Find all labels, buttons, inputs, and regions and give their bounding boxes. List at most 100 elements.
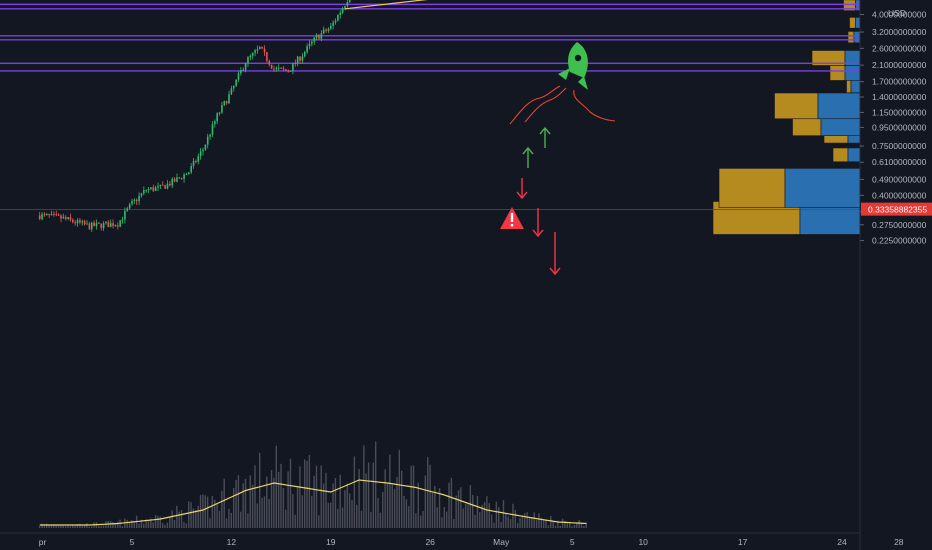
triangle-lower-line[interactable] <box>344 0 672 10</box>
candle-body <box>277 67 280 69</box>
rocket-fin-right <box>578 76 588 90</box>
volume-bar <box>516 523 519 528</box>
volume-bar <box>486 496 488 528</box>
volume-bar <box>169 516 171 528</box>
annotations[interactable] <box>500 42 616 276</box>
volume-bar <box>128 522 131 528</box>
volume-bar <box>498 507 500 528</box>
volume-bar <box>102 525 105 528</box>
volume-bar <box>315 465 318 528</box>
candle-body <box>60 215 62 219</box>
volume-bar <box>339 474 341 528</box>
volume-bar <box>79 523 81 528</box>
volume-bar <box>292 494 294 528</box>
candle-body <box>204 144 207 150</box>
arrow-down-long-head[interactable] <box>549 267 561 276</box>
price-tick-label: 1.4000000000 <box>872 92 927 102</box>
volume-bar <box>223 478 225 528</box>
volume-bar <box>202 494 204 528</box>
volume-bar <box>481 504 483 528</box>
volume-bar <box>126 519 128 528</box>
candle-body <box>287 70 289 72</box>
volume-bar <box>192 508 195 528</box>
volume-bar <box>379 512 382 528</box>
volume-bar <box>76 524 79 528</box>
arrow-up-long-head[interactable] <box>539 126 551 135</box>
volume-bar <box>422 510 424 528</box>
rocket-exhaust <box>573 89 616 122</box>
volume-bar <box>69 526 72 528</box>
candle-body <box>209 134 211 137</box>
volume-profile-up <box>844 65 861 81</box>
volume-bar <box>552 521 554 528</box>
candle-body <box>164 185 166 189</box>
volume-bar <box>183 522 185 528</box>
volume-bar <box>282 488 285 528</box>
rocket-exhaust <box>509 85 561 125</box>
candle-body <box>138 195 140 202</box>
volume-bar <box>583 525 585 528</box>
candle-body <box>294 62 297 64</box>
volume-bar <box>143 523 145 528</box>
candle-body <box>311 41 313 44</box>
candle-body <box>275 67 278 70</box>
candle-body <box>240 70 242 74</box>
candle-body <box>50 213 53 216</box>
volume-bar <box>453 519 455 528</box>
candle-body <box>100 223 103 229</box>
volume-bar <box>438 488 441 528</box>
time-tick-label: pr <box>39 537 47 547</box>
volume-bar <box>147 521 150 528</box>
candle-body <box>93 222 95 227</box>
volume-bar <box>576 522 578 528</box>
candle-body <box>64 217 67 219</box>
arrow-down-mid-head[interactable] <box>532 229 544 238</box>
volume-bar <box>60 524 62 528</box>
candle-body <box>197 156 200 162</box>
arrow-down-short-head[interactable] <box>516 191 528 200</box>
candle-body <box>230 88 233 95</box>
volume-bar <box>445 511 448 528</box>
rocket-exhaust <box>524 87 567 123</box>
volume-bar <box>154 514 157 528</box>
volume-bar <box>571 526 573 528</box>
arrow-up-short-head[interactable] <box>522 146 534 155</box>
candle-body <box>183 174 185 179</box>
volume-bar <box>509 518 512 528</box>
candle-body <box>76 219 79 224</box>
volume-bar <box>370 511 372 528</box>
volume-bar <box>301 495 303 528</box>
price-tick-label: 0.2750000000 <box>872 220 927 230</box>
candle-body <box>121 219 124 221</box>
volume-bar <box>303 459 306 528</box>
volume-bar <box>398 449 401 528</box>
volume-bar <box>150 518 152 528</box>
price-tick-label: 1.7000000000 <box>872 77 927 87</box>
volume-bar <box>389 454 391 528</box>
volume-bar <box>311 496 313 528</box>
time-tick-label: 5 <box>130 537 135 547</box>
volume-bar <box>514 509 516 528</box>
candle-body <box>192 161 195 167</box>
volume-bar <box>221 490 223 528</box>
volume-bar <box>580 523 583 528</box>
volume-bar <box>377 498 379 528</box>
volume-bar <box>460 487 462 528</box>
volume-bar <box>540 518 543 528</box>
candle-body <box>225 101 228 104</box>
triangle-pattern[interactable] <box>344 0 672 10</box>
volume-bar <box>360 510 363 528</box>
candle-body <box>266 52 268 61</box>
price-tick-label: 0.4000000000 <box>872 190 927 200</box>
volume-bar <box>386 483 389 528</box>
candle-body <box>346 1 349 7</box>
volume-bar <box>417 482 419 528</box>
horizontal-levels[interactable] <box>0 0 860 211</box>
candle-body <box>74 222 76 224</box>
candle-body <box>318 34 320 39</box>
candle-body <box>69 217 72 220</box>
volume-profile <box>712 0 861 235</box>
volume-bar <box>117 521 119 528</box>
